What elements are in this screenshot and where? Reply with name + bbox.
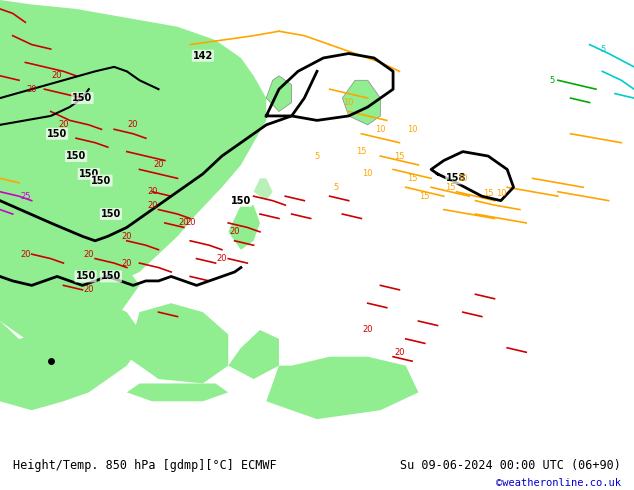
Text: 20: 20 [217,254,227,263]
Text: 150: 150 [231,196,251,206]
Text: 5: 5 [314,151,320,161]
Text: 150: 150 [66,151,86,161]
Text: 20: 20 [128,121,138,129]
Text: 20: 20 [20,250,30,259]
Text: 15: 15 [445,183,455,192]
Polygon shape [0,0,266,281]
Text: 20: 20 [363,325,373,335]
Text: 15: 15 [420,192,430,201]
Polygon shape [228,330,279,379]
Polygon shape [266,357,418,419]
Polygon shape [127,384,228,401]
Text: 5: 5 [549,76,554,85]
Text: 20: 20 [147,187,157,196]
Text: 20: 20 [153,161,164,170]
Text: 10: 10 [375,125,385,134]
Text: 20: 20 [394,348,404,357]
Polygon shape [266,76,292,112]
Text: 150: 150 [72,93,93,103]
Text: 20: 20 [84,285,94,294]
Text: 142: 142 [193,51,213,61]
Polygon shape [228,205,260,250]
Text: 20: 20 [230,227,240,236]
Text: 150: 150 [101,209,121,219]
Text: 150: 150 [231,196,251,206]
Text: 10: 10 [458,174,468,183]
Text: 150: 150 [101,271,121,281]
Text: 20: 20 [52,72,62,80]
Text: Height/Temp. 850 hPa [gdmp][°C] ECMWF: Height/Temp. 850 hPa [gdmp][°C] ECMWF [13,459,276,472]
Text: 15: 15 [356,147,366,156]
Text: 5: 5 [333,183,339,192]
Text: 10: 10 [363,170,373,178]
Text: 150: 150 [47,129,67,139]
Text: -5: -5 [598,45,607,53]
Polygon shape [0,303,139,410]
Text: 15: 15 [394,151,404,161]
Text: 20: 20 [185,219,195,227]
Polygon shape [127,303,228,384]
Text: 20: 20 [58,121,68,129]
Text: 150: 150 [75,271,96,281]
Text: 20: 20 [179,219,189,227]
Text: 20: 20 [84,250,94,259]
Text: 158: 158 [446,173,467,183]
Text: 10: 10 [407,125,417,134]
Text: 15: 15 [483,190,493,198]
Text: 150: 150 [91,175,112,186]
Polygon shape [0,201,139,357]
Text: Su 09-06-2024 00:00 UTC (06+90): Su 09-06-2024 00:00 UTC (06+90) [401,459,621,472]
Text: 15: 15 [407,174,417,183]
Text: 20: 20 [122,232,132,241]
Text: 10: 10 [496,190,506,198]
Text: 20: 20 [147,200,157,210]
Text: 150: 150 [79,169,99,179]
Text: 20: 20 [27,85,37,94]
Text: 10: 10 [344,98,354,107]
Polygon shape [342,80,380,125]
Text: ©weatheronline.co.uk: ©weatheronline.co.uk [496,478,621,488]
Text: 20: 20 [122,259,132,268]
Text: 25: 25 [20,192,30,201]
Polygon shape [254,178,273,201]
